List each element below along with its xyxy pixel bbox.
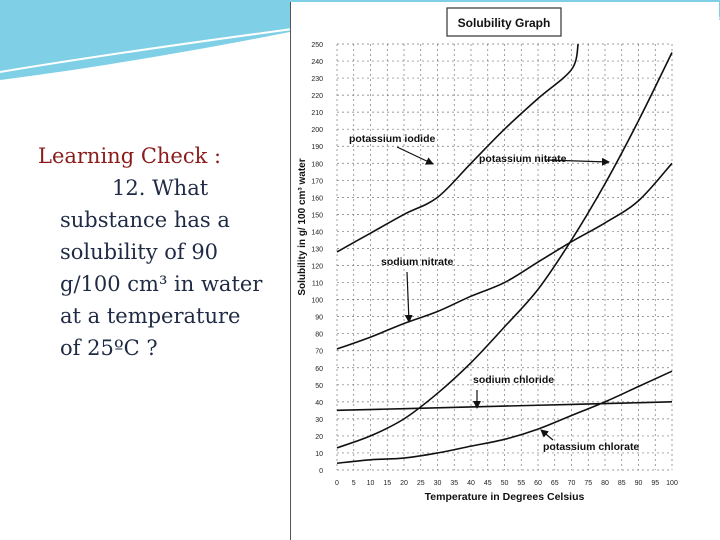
series-line-sodium-nitrate: [336, 162, 673, 350]
solubility-graph-panel: Solubility Graph 0 10 20 30 40 50 60 70 80 90 100 11…: [290, 2, 719, 540]
annotation-label: potassium chlorate: [543, 441, 639, 453]
annotation-label: sodium chloride: [473, 374, 554, 386]
y-tick-label: 250: [311, 42, 323, 49]
y-tick-label: 160: [311, 195, 323, 202]
x-tick-label: 0: [335, 480, 339, 487]
x-tick-label: 90: [635, 480, 643, 487]
x-tick-label: 10: [367, 480, 375, 487]
x-tick-label: 75: [584, 480, 592, 487]
y-tick-label: 140: [311, 229, 323, 236]
learning-check-text: Learning Check : 12. What substance has …: [38, 140, 288, 364]
x-tick-label: 45: [484, 480, 492, 487]
y-tick-label: 70: [315, 349, 323, 356]
question-line: solubility of 90: [60, 240, 219, 264]
x-tick-label: 70: [568, 480, 576, 487]
y-tick-label: 200: [311, 127, 323, 134]
x-tick-label: 85: [618, 480, 626, 487]
annotation-arrow: [545, 157, 610, 166]
x-tick-label: 95: [651, 480, 659, 487]
annotation-label: potassium iodide: [349, 133, 436, 145]
question-text: 12. What substance has a solubility of 9…: [38, 172, 288, 364]
x-tick-label: 100: [666, 480, 678, 487]
annotation-label: potassium nitrate: [479, 153, 567, 165]
y-tick-label: 240: [311, 59, 323, 66]
annotation-label: sodium nitrate: [381, 256, 454, 268]
y-tick-label: 210: [311, 110, 323, 117]
y-tick-label: 30: [315, 417, 323, 424]
x-tick-label: 40: [467, 480, 475, 487]
series-line-sodium-chloride: [336, 401, 673, 412]
y-tick-label: 180: [311, 161, 323, 168]
annotation-arrow: [396, 146, 434, 165]
question-line: of 25ºC ?: [60, 336, 158, 360]
x-tick-label: 35: [450, 480, 458, 487]
annotation-arrow: [404, 271, 413, 323]
y-tick-label: 90: [315, 315, 323, 322]
x-tick-label: 50: [501, 480, 509, 487]
y-tick-label: 10: [315, 451, 323, 458]
y-tick-label: 0: [319, 468, 323, 475]
x-tick-label: 60: [534, 480, 542, 487]
x-tick-label: 65: [551, 480, 559, 487]
question-first-line: 12. What: [60, 172, 288, 204]
y-tick-label: 120: [311, 264, 323, 271]
chart-title-box: [446, 7, 562, 37]
question-line: What: [152, 176, 209, 200]
learning-check-heading: Learning Check :: [38, 144, 222, 168]
y-tick-label: 60: [315, 366, 323, 373]
x-tick-label: 20: [400, 480, 408, 487]
y-tick-label: 170: [311, 178, 323, 185]
x-tick-label: 55: [517, 480, 525, 487]
y-tick-label: 100: [311, 298, 323, 305]
x-tick-label: 30: [434, 480, 442, 487]
y-tick-label: 230: [311, 76, 323, 83]
annotation-arrow: [540, 429, 554, 441]
y-tick-label: 220: [311, 93, 323, 100]
y-tick-label: 190: [311, 144, 323, 151]
x-tick-label: 25: [417, 480, 425, 487]
y-tick-label: 50: [315, 383, 323, 390]
y-tick-label: 110: [312, 281, 323, 288]
series-line-potassium-iodide: [336, 43, 579, 253]
x-tick-label: 80: [601, 480, 609, 487]
solubility-chart: Solubility Graph010203040506070809010011…: [297, 7, 678, 503]
series-line-potassium-chlorate: [336, 370, 673, 464]
x-axis-label: Temperature in Degrees Celsius: [425, 491, 585, 503]
question-line: g/100 cm³ in water: [60, 272, 263, 296]
chart-title: Solubility Graph: [458, 16, 551, 30]
y-tick-label: 150: [311, 212, 323, 219]
x-tick-label: 15: [383, 480, 391, 487]
series-line-potassium-nitrate: [336, 52, 673, 449]
y-tick-label: 20: [315, 434, 323, 441]
y-tick-label: 40: [315, 400, 323, 407]
question-line: substance has a: [60, 208, 230, 232]
question-number: 12.: [112, 176, 146, 200]
y-tick-label: 80: [315, 332, 323, 339]
y-axis-label: Solubility in g/ 100 cm³ water: [297, 158, 308, 295]
y-tick-label: 130: [311, 246, 323, 253]
x-tick-label: 5: [352, 480, 356, 487]
question-line: at a temperature: [60, 304, 241, 328]
